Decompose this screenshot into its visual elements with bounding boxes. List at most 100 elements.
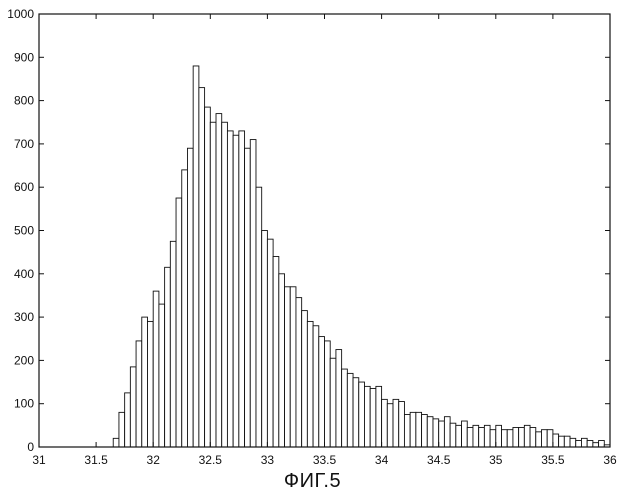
y-tick-label: 200 [14, 353, 34, 367]
histogram-bar [142, 317, 148, 447]
y-tick-label: 400 [14, 267, 34, 281]
histogram-bar [479, 428, 485, 447]
histogram-bar [319, 337, 325, 447]
figure-caption: ФИГ.5 [0, 470, 625, 496]
y-tick-label: 600 [14, 180, 34, 194]
histogram-bar [364, 386, 370, 447]
histogram-bar [262, 231, 268, 448]
histogram-bar [422, 415, 428, 447]
histogram-bar [170, 241, 176, 447]
histogram-bar [519, 428, 525, 447]
histogram-bar [433, 419, 439, 447]
histogram-bar [330, 358, 336, 447]
histogram-bar [576, 441, 582, 448]
histogram-bar [256, 187, 262, 447]
x-tick-label: 31 [32, 453, 46, 467]
histogram-bar [302, 311, 308, 447]
x-tick-label: 34.5 [427, 453, 451, 467]
x-tick-label: 31.5 [84, 453, 108, 467]
y-tick-label: 500 [14, 224, 34, 238]
histogram-bar [193, 66, 199, 447]
x-tick-label: 33 [261, 453, 275, 467]
histogram-bar [182, 170, 188, 447]
histogram-bar [245, 148, 251, 447]
y-tick-label: 800 [14, 94, 34, 108]
x-tick-label: 34 [375, 453, 389, 467]
histogram-bar [325, 341, 331, 447]
x-tick-label: 36 [603, 453, 617, 467]
y-tick-label: 1000 [7, 7, 34, 21]
histogram-bar [496, 425, 502, 447]
x-tick-label: 32 [147, 453, 161, 467]
histogram-bar [370, 389, 376, 447]
histogram-bar [450, 423, 456, 447]
x-tick-label: 32.5 [199, 453, 223, 467]
y-tick-label: 900 [14, 50, 34, 64]
histogram-bar [296, 298, 302, 447]
histogram-bar [210, 122, 216, 447]
histogram-bar [336, 350, 342, 447]
histogram-bar [119, 412, 125, 447]
histogram-bar [599, 441, 605, 448]
histogram-bar [427, 417, 433, 447]
histogram-bar [387, 404, 393, 447]
x-tick-label: 33.5 [313, 453, 337, 467]
histogram-bar [347, 373, 353, 447]
histogram-bar [159, 304, 165, 447]
histogram-bar [273, 256, 279, 447]
histogram-bar [456, 425, 462, 447]
y-tick-label: 0 [27, 440, 34, 454]
histogram-bar [227, 131, 233, 447]
histogram-bar [290, 287, 296, 447]
histogram-bar [176, 198, 182, 447]
histogram-bar [313, 326, 319, 447]
histogram-bar [393, 399, 399, 447]
histogram-bar [130, 367, 136, 447]
histogram-bar [541, 430, 547, 447]
histogram-bar [467, 428, 473, 447]
histogram-bar [267, 239, 273, 447]
histogram-bar [502, 430, 508, 447]
histogram-bar [593, 443, 599, 447]
histogram-bar [462, 421, 468, 447]
histogram-bar [530, 428, 536, 447]
histogram-bar [222, 122, 228, 447]
y-tick-label: 100 [14, 397, 34, 411]
histogram-bar [285, 287, 291, 447]
histogram-bar [382, 399, 388, 447]
histogram-bar [513, 428, 519, 447]
histogram-bar [399, 402, 405, 447]
histogram-bar [239, 131, 245, 447]
x-tick-label: 35.5 [541, 453, 565, 467]
y-tick-label: 300 [14, 310, 34, 324]
histogram-bar [490, 430, 496, 447]
histogram-bar [153, 291, 159, 447]
histogram-bar [507, 430, 513, 447]
histogram-bar [570, 438, 576, 447]
histogram-bar [359, 382, 365, 447]
histogram-bar [205, 107, 211, 447]
histogram-bar [147, 321, 153, 447]
histogram-bar [581, 438, 587, 447]
x-tick-label: 35 [489, 453, 503, 467]
histogram-bar [376, 386, 382, 447]
histogram-bar [484, 425, 490, 447]
histogram-bar [199, 88, 205, 447]
histogram-bar [439, 421, 445, 447]
histogram-bar [547, 430, 553, 447]
histogram-bar [307, 321, 313, 447]
histogram-bar [416, 412, 422, 447]
histogram-bar [404, 415, 410, 447]
histogram-bar [410, 412, 416, 447]
histogram-bar [444, 417, 450, 447]
histogram-bar [587, 441, 593, 448]
histogram-bar [473, 425, 479, 447]
histogram-bar [233, 135, 239, 447]
histogram-bar [564, 436, 570, 447]
histogram-bar [524, 425, 530, 447]
histogram-bar [353, 378, 359, 447]
histogram-bar [553, 434, 559, 447]
y-tick-label: 700 [14, 137, 34, 151]
histogram-bar [279, 274, 285, 447]
